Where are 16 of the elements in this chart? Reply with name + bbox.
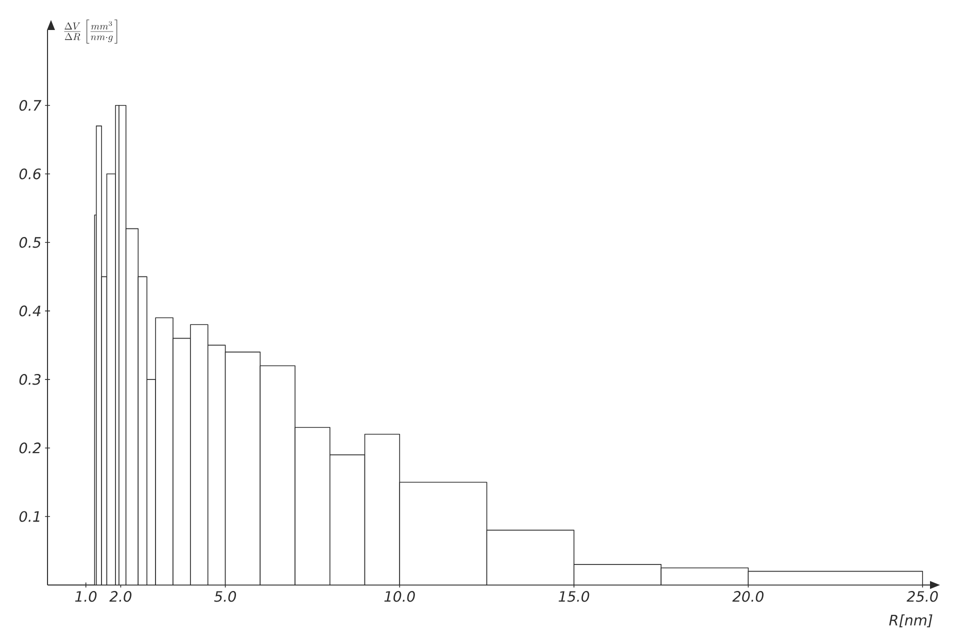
x-tick-label: 25.0 <box>906 591 938 602</box>
y-axis-title: $\frac{\Delta V}{\Delta R}\left[\frac{mm^{3}}{nm\cdot g}\right]$ <box>64 20 118 44</box>
y-tick-label: 0.7 <box>19 100 42 111</box>
x-tick-label: 1.0 <box>75 591 97 602</box>
x-tick-label: 15.0 <box>558 591 590 602</box>
y-tick-label: 0.2 <box>19 442 41 454</box>
x-tick-label: 5.0 <box>214 591 236 602</box>
y-tick-label: 0.6 <box>19 168 41 180</box>
x-tick-label: 2.0 <box>109 591 132 602</box>
x-axis-title: R[nm] <box>889 614 932 628</box>
x-tick-label: 10.0 <box>384 591 415 602</box>
y-tick-label: 0.5 <box>19 236 41 248</box>
x-tick-label: 20.0 <box>732 591 764 602</box>
y-tick-label: 0.4 <box>19 306 40 316</box>
y-tick-label: 0.1 <box>19 511 40 522</box>
y-tick-label: 0.3 <box>19 374 41 385</box>
